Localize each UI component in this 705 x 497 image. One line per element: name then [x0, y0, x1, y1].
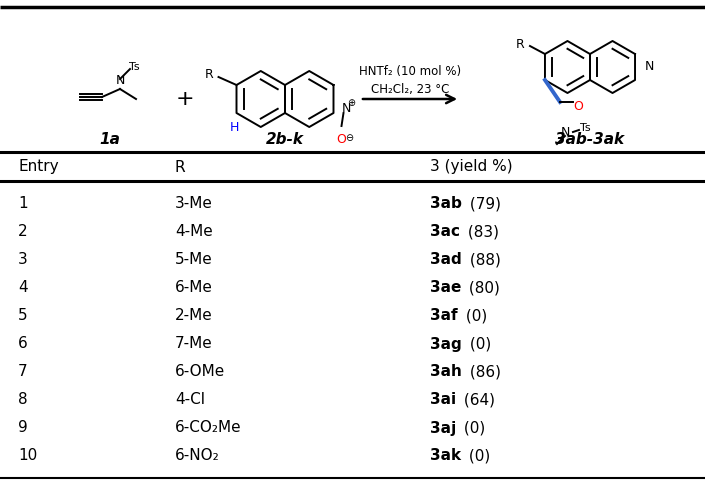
Text: (83): (83) [463, 225, 499, 240]
Text: 7: 7 [18, 364, 27, 380]
Text: 1a: 1a [99, 132, 121, 147]
Text: O: O [336, 133, 346, 146]
Text: R: R [516, 37, 525, 51]
Text: 2b-k: 2b-k [266, 132, 304, 147]
Text: 4: 4 [18, 280, 27, 296]
Text: (0): (0) [460, 309, 487, 324]
Text: 3aj: 3aj [430, 420, 456, 435]
Text: 6-NO₂: 6-NO₂ [175, 448, 220, 464]
Text: 5: 5 [18, 309, 27, 324]
Text: 10: 10 [18, 448, 37, 464]
Text: 9: 9 [18, 420, 27, 435]
Text: 6-CO₂Me: 6-CO₂Me [175, 420, 242, 435]
Text: 3: 3 [18, 252, 27, 267]
Text: 3ad: 3ad [430, 252, 462, 267]
Text: 3ae: 3ae [430, 280, 461, 296]
Text: (80): (80) [465, 280, 501, 296]
Text: ⊕: ⊕ [348, 98, 355, 108]
Text: 3ai: 3ai [430, 393, 456, 408]
Text: 5-Me: 5-Me [175, 252, 213, 267]
Text: (0): (0) [464, 448, 491, 464]
Text: 3af: 3af [430, 309, 458, 324]
Text: HNTf₂ (10 mol %): HNTf₂ (10 mol %) [359, 65, 461, 78]
Text: 6-Me: 6-Me [175, 280, 213, 296]
Text: 6-OMe: 6-OMe [175, 364, 226, 380]
Text: 7-Me: 7-Me [175, 336, 213, 351]
Text: N: N [116, 74, 125, 87]
Text: 3ac: 3ac [430, 225, 460, 240]
Text: 3 (yield %): 3 (yield %) [430, 160, 513, 174]
Text: (64): (64) [459, 393, 495, 408]
Text: R: R [175, 160, 185, 174]
Text: (86): (86) [465, 364, 501, 380]
Text: R: R [204, 69, 214, 82]
Text: N: N [341, 102, 351, 115]
Text: (0): (0) [459, 420, 486, 435]
Text: 2-Me: 2-Me [175, 309, 213, 324]
Text: (88): (88) [465, 252, 501, 267]
Text: ⊖: ⊖ [345, 133, 354, 143]
Text: 3-Me: 3-Me [175, 196, 213, 212]
Text: (0): (0) [465, 336, 491, 351]
Text: 3ag: 3ag [430, 336, 462, 351]
Text: (79): (79) [465, 196, 501, 212]
Text: 3ab-3ak: 3ab-3ak [556, 132, 625, 147]
Text: Entry: Entry [18, 160, 59, 174]
Text: +: + [176, 89, 195, 109]
Text: O: O [573, 100, 583, 113]
Text: CH₂Cl₂, 23 °C: CH₂Cl₂, 23 °C [371, 83, 449, 95]
Text: 8: 8 [18, 393, 27, 408]
Text: N: N [560, 126, 570, 139]
Text: Ts: Ts [129, 62, 140, 72]
Text: Ts: Ts [580, 123, 590, 133]
Text: N: N [644, 61, 654, 74]
Text: 3ah: 3ah [430, 364, 462, 380]
Text: H: H [230, 121, 239, 134]
Text: 3ak: 3ak [430, 448, 461, 464]
Text: 1: 1 [18, 196, 27, 212]
Text: 4-Cl: 4-Cl [175, 393, 205, 408]
Text: 2: 2 [18, 225, 27, 240]
Text: 4-Me: 4-Me [175, 225, 213, 240]
Text: 3ab: 3ab [430, 196, 462, 212]
Text: 6: 6 [18, 336, 27, 351]
